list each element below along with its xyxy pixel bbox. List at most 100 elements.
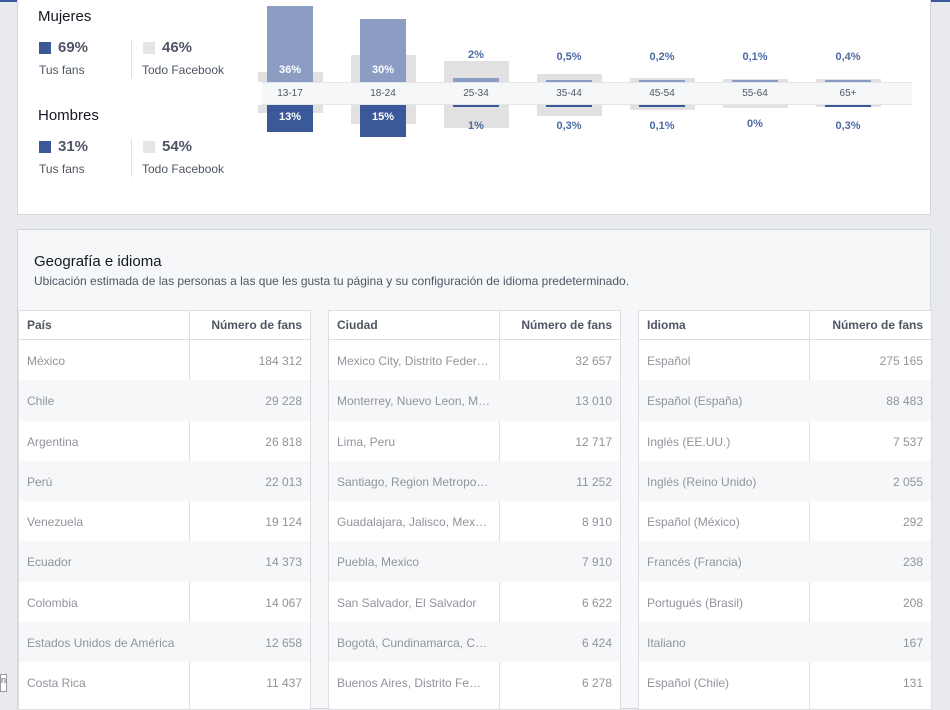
row-label: Buenos Aires, Distrito Fe…: [337, 676, 482, 691]
row-label: Español (México): [647, 515, 740, 530]
geo-table-country: País Número de fans México 184 312 Chile 29 2…: [18, 310, 311, 710]
men-facebook-pct: 54%: [162, 138, 193, 155]
men-fans-bar: [453, 105, 499, 108]
table-row: San Salvador, El Salvador 6 622: [329, 582, 620, 622]
row-label: Inglés (Reino Unido): [647, 474, 757, 489]
table-row: Argentina 26 818: [19, 421, 310, 461]
table-row: Colombia 14 067: [19, 582, 310, 622]
column-divider: [189, 311, 190, 709]
row-value: 14 373: [265, 555, 302, 570]
row-label: Guadalajara, Jalisco, Mex…: [337, 515, 488, 530]
row-label: Mexico City, Distrito Feder…: [337, 354, 489, 368]
row-label: Portugués (Brasil): [647, 595, 744, 610]
row-label: Chile: [27, 394, 55, 409]
table-header: País Número de fans: [19, 311, 310, 340]
table-row: Español 275 165: [639, 340, 931, 380]
age-tick-label: 18-24: [370, 88, 396, 99]
row-label: Costa Rica: [27, 676, 86, 691]
facebook-men-bar: [443, 105, 509, 129]
column-divider: [809, 311, 810, 709]
row-value: 275 165: [879, 354, 923, 368]
row-value: 22 013: [265, 474, 302, 489]
column-header[interactable]: País: [27, 318, 52, 332]
women-fans-bar: [267, 6, 313, 82]
row-label: Colombia: [27, 595, 78, 610]
women-fans-label: Tus fans: [39, 63, 85, 77]
table-row: Guadalajara, Jalisco, Mex… 8 910: [329, 501, 620, 541]
row-value: 167: [902, 636, 923, 651]
table-row: Estados Unidos de América 12 658: [19, 622, 310, 663]
facebook-men-bar: [722, 105, 788, 109]
women-fans-bar: [825, 80, 871, 82]
row-label: Monterrey, Nuevo Leon, M…: [337, 394, 491, 409]
row-value: 12 658: [265, 636, 302, 651]
fans-legend-swatch: [39, 141, 51, 153]
age-axis: [262, 82, 912, 105]
table-row: Costa Rica 11 437: [19, 662, 310, 702]
row-value: 12 717: [575, 434, 612, 449]
gender-age-panel: Mujeres 69% Tus fans 46% Todo Facebook H…: [17, 0, 931, 215]
row-value: 6 622: [581, 595, 612, 610]
women-value-label: 2%: [468, 48, 484, 61]
row-label: Lima, Peru: [337, 434, 396, 449]
table-row: Portugués (Brasil) 208: [639, 582, 931, 622]
divider: [131, 139, 132, 177]
row-label: Español: [647, 354, 691, 368]
fans-legend-swatch: [39, 42, 51, 54]
women-fans-bar: [360, 19, 406, 82]
women-value-label: 30%: [371, 64, 395, 76]
row-value: 208: [902, 595, 923, 610]
table-row: Puebla, Mexico 7 910: [329, 541, 620, 582]
men-value-label: 0,1%: [649, 120, 675, 132]
women-facebook-label: Todo Facebook: [142, 63, 225, 77]
age-tick-label: 13-17: [277, 88, 303, 99]
column-header-fans[interactable]: Número de fans: [832, 318, 923, 332]
women-fans-bar: [732, 80, 778, 82]
men-fans-bar: [825, 105, 871, 107]
table-row: Lima, Peru 12 717: [329, 421, 620, 461]
table-header: Ciudad Número de fans: [329, 311, 620, 340]
column-header-fans[interactable]: Número de fans: [521, 318, 612, 332]
table-row: Mexico City, Distrito Feder… 32 657: [329, 340, 620, 380]
geo-subtitle: Ubicación estimada de las personas a las…: [34, 274, 630, 288]
row-value: 6 278: [581, 676, 612, 691]
women-fans-bar: [639, 80, 685, 82]
row-label: Venezuela: [27, 515, 84, 530]
divider: [131, 40, 132, 78]
column-header[interactable]: Idioma: [647, 318, 686, 332]
facebook-women-bar: [629, 77, 695, 82]
column-header-fans[interactable]: Número de fans: [211, 318, 302, 332]
column-header[interactable]: Ciudad: [337, 318, 378, 332]
row-value: 6 424: [581, 636, 612, 651]
table-row: Español (España) 88 483: [639, 380, 931, 421]
women-value-label: 0,2%: [649, 51, 675, 63]
row-value: 11 437: [266, 676, 302, 691]
table-row: Monterrey, Nuevo Leon, M… 13 010: [329, 380, 620, 421]
women-value-label: 0,4%: [835, 51, 861, 63]
facebook-legend-swatch: [143, 42, 155, 54]
row-value: 11 252: [576, 474, 612, 489]
row-label: Ecuador: [27, 555, 72, 570]
table-row: Italiano 167: [639, 622, 931, 663]
row-value: 292: [902, 515, 923, 530]
row-value: 7 537: [892, 434, 923, 449]
row-label: Bogotá, Cundinamarca, C…: [337, 636, 488, 651]
geography-panel: Geografía e idioma Ubicación estimada de…: [17, 229, 932, 710]
age-tick-label: 55-64: [742, 88, 768, 99]
row-label: San Salvador, El Salvador: [337, 595, 477, 610]
age-tick-label: 35-44: [556, 88, 582, 99]
row-label: Puebla, Mexico: [337, 555, 420, 570]
row-label: Español (España): [647, 394, 743, 409]
geo-table-language: Idioma Número de fans Español 275 165 Españo…: [638, 310, 932, 710]
row-value: 19 124: [265, 515, 302, 530]
men-value-label: 1%: [468, 120, 484, 133]
row-value: 238: [902, 555, 923, 570]
women-value-label: 0,5%: [556, 51, 582, 63]
column-divider: [499, 311, 500, 709]
men-value-label: 15%: [371, 111, 395, 123]
men-fans-bar: [360, 105, 406, 137]
age-tick-label: 25-34: [463, 88, 489, 99]
age-tick-label: 45-54: [649, 88, 675, 99]
women-fans-bar: [453, 77, 499, 82]
women-title: Mujeres: [38, 8, 92, 25]
